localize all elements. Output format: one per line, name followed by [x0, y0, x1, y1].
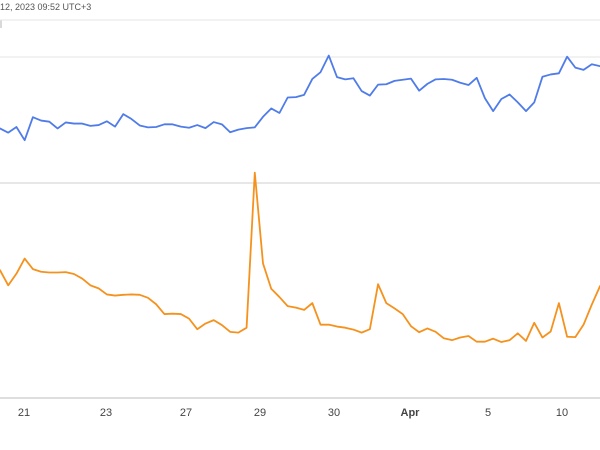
- x-tick-label: 5: [485, 407, 491, 419]
- x-axis-ticks: 21 23 27 29 30 Apr 5 10: [18, 407, 568, 419]
- x-tick-label: 21: [18, 407, 30, 419]
- x-tick-label: 23: [100, 407, 112, 419]
- series-line-2: [0, 171, 600, 343]
- axis-mark: [0, 20, 2, 28]
- x-tick-label: 27: [180, 407, 192, 419]
- series-line-1: [0, 54, 600, 142]
- series-group: [0, 54, 600, 343]
- x-tick-label: 29: [254, 407, 266, 419]
- timestamp-label: 12, 2023 09:52 UTC+3: [0, 2, 92, 12]
- grid-lines: [0, 19, 600, 399]
- x-tick-label: 30: [328, 407, 340, 419]
- x-tick-label: Apr: [401, 407, 421, 419]
- x-tick-label: 10: [556, 407, 568, 419]
